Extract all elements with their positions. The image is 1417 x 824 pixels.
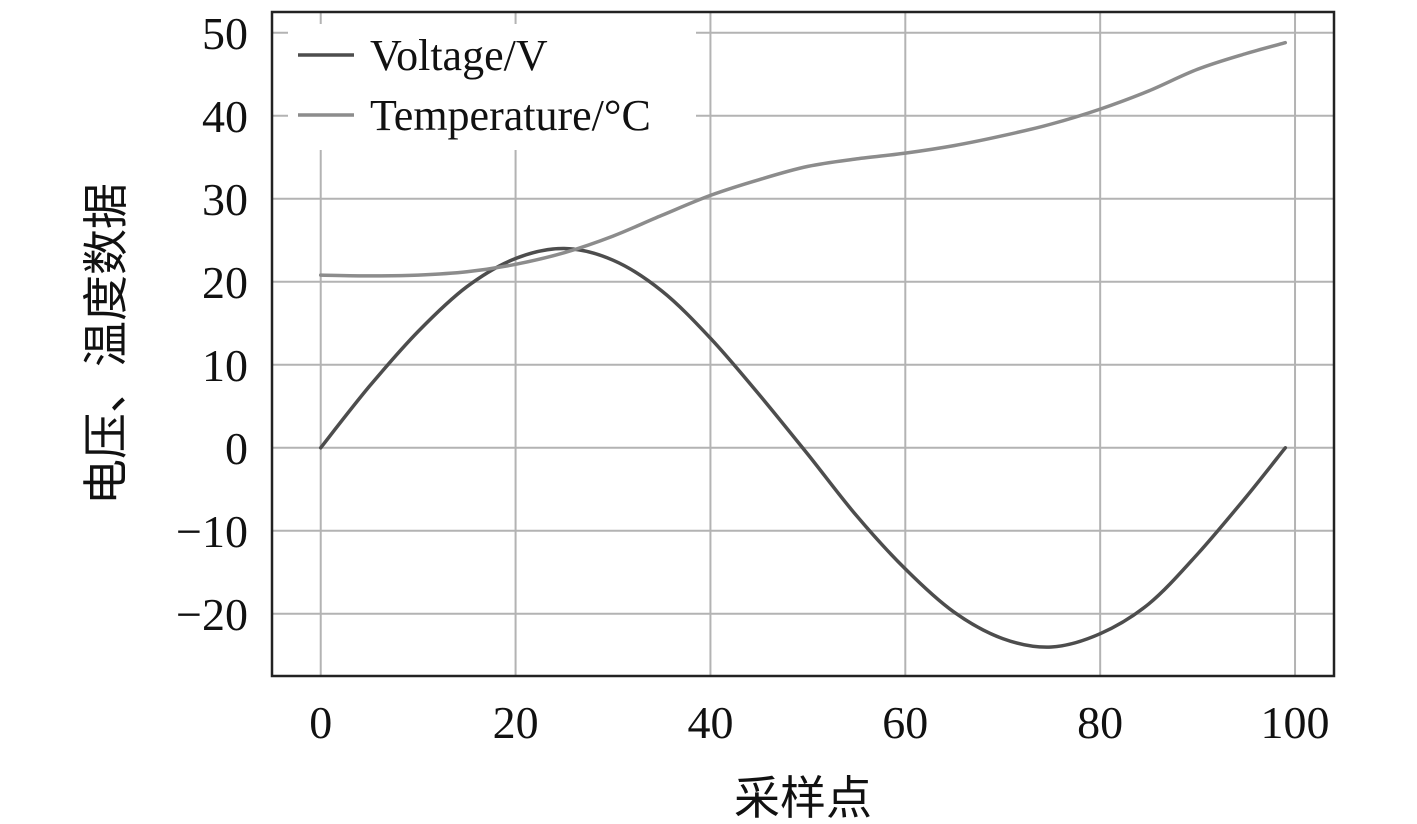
y-axis-title: 电压、温度数据 — [79, 183, 133, 505]
x-axis-title: 采样点 — [734, 771, 872, 824]
x-tick-label: 20 — [493, 697, 539, 748]
legend: Voltage/V Temperature/°C — [288, 24, 696, 150]
legend-box — [288, 24, 696, 150]
y-tick-label: 50 — [202, 8, 248, 59]
y-tick-label: 40 — [202, 91, 248, 142]
y-tick-label: −20 — [176, 589, 248, 640]
y-tick-labels: −20 −10 0 10 20 30 40 50 — [176, 8, 248, 640]
series-line-temperature — [318, 40, 1288, 278]
plot-frame — [270, 10, 1336, 678]
y-tick-label: 20 — [202, 257, 248, 308]
x-tick-label: 80 — [1077, 697, 1123, 748]
y-tick-label: 30 — [202, 174, 248, 225]
y-tick-label: −10 — [176, 506, 248, 557]
x-tick-label: 100 — [1261, 697, 1330, 748]
legend-label-voltage: Voltage/V — [370, 31, 548, 80]
x-tick-label: 0 — [309, 697, 332, 748]
x-tick-labels: 0 20 40 60 80 100 — [309, 697, 1329, 748]
x-tick-label: 40 — [687, 697, 733, 748]
series-line-voltage — [318, 246, 1288, 649]
legend-label-temperature: Temperature/°C — [370, 91, 651, 140]
y-tick-label: 10 — [202, 340, 248, 391]
y-tick-label: 0 — [225, 423, 248, 474]
x-tick-label: 60 — [882, 697, 928, 748]
series-lines — [318, 40, 1288, 649]
grid — [272, 12, 1334, 676]
